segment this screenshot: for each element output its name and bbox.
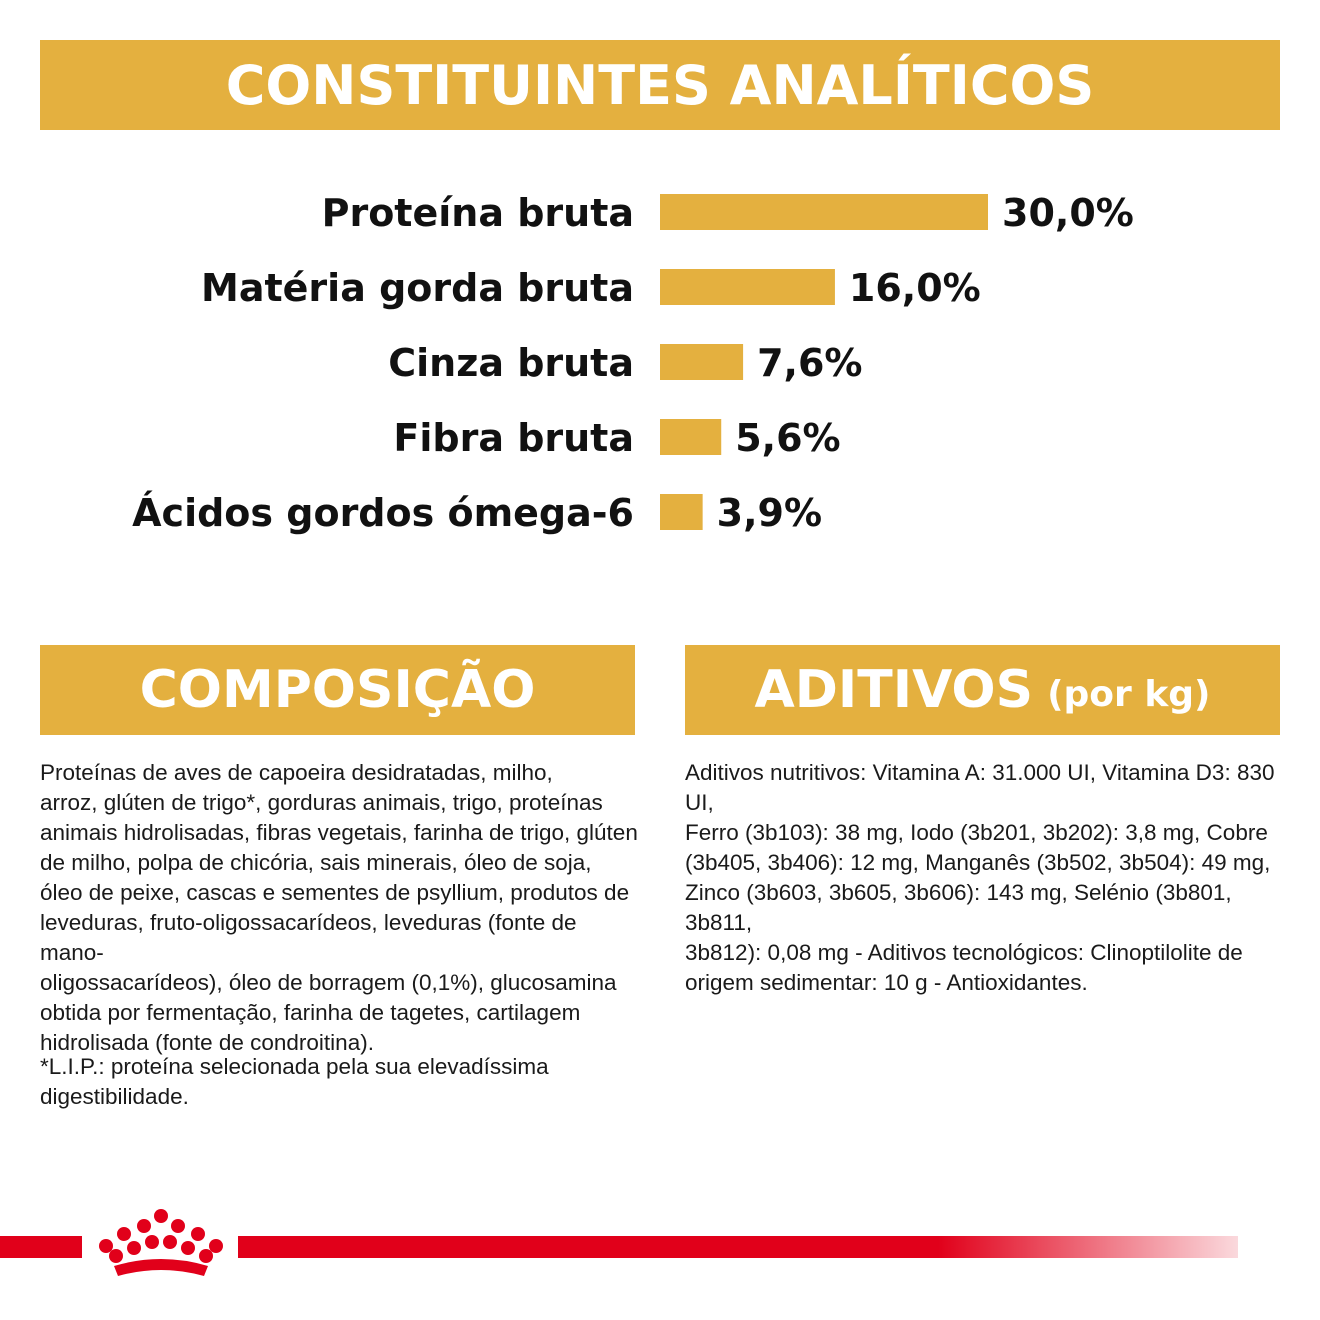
composition-text: Proteínas de aves de capoeira desidratad… (40, 760, 638, 1055)
category-label: Cinza bruta (388, 341, 634, 385)
value-label: 30,0% (1002, 191, 1134, 235)
additives-title-suffix: (por kg) (1047, 673, 1211, 715)
footer-red-line-left (0, 1236, 82, 1258)
additives-header: ADITIVOS (por kg) (685, 645, 1280, 735)
analytic-constituents-title: CONSTITUINTES ANALÍTICOS (225, 53, 1095, 117)
category-label: Matéria gorda bruta (201, 266, 634, 310)
composition-header: COMPOSIÇÃO (40, 645, 635, 735)
value-label: 5,6% (735, 416, 840, 460)
analytic-constituents-header: CONSTITUINTES ANALÍTICOS (40, 40, 1280, 130)
value-label: 7,6% (757, 341, 862, 385)
category-label: Proteína bruta (322, 191, 634, 235)
value-label: 3,9% (717, 491, 822, 535)
crown-logo-icon (99, 1209, 223, 1276)
additives-text: Aditivos nutritivos: Vitamina A: 31.000 … (685, 760, 1275, 995)
bar (660, 419, 722, 455)
footer-red-line-right (238, 1236, 1238, 1258)
category-label: Fibra bruta (393, 416, 634, 460)
category-label: Ácidos gordos ómega-6 (132, 491, 634, 535)
bar (660, 344, 744, 380)
composition-title: COMPOSIÇÃO (139, 660, 536, 720)
additives-title: ADITIVOS (754, 660, 1034, 720)
composition-footnote: *L.I.P.: proteína selecionada pela sua e… (40, 1054, 549, 1109)
bar (660, 269, 835, 305)
bar (660, 194, 988, 230)
bar (660, 494, 703, 530)
value-label: 16,0% (849, 266, 981, 310)
analytic-bar-chart: Proteína bruta 30,0% Matéria gorda bruta 16… (132, 191, 1134, 535)
